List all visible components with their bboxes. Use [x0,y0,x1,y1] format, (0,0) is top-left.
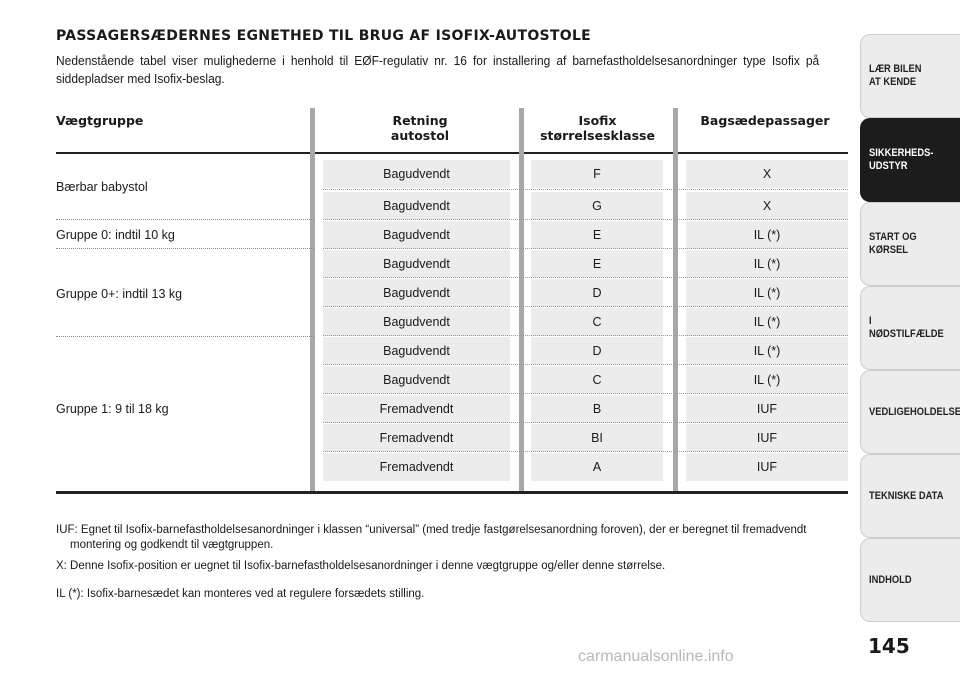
passenger-cell: IL (*) [686,337,848,365]
tab-start-og-korsel[interactable]: START OG KØRSEL [860,202,960,286]
tab-indhold[interactable]: INDHOLD [860,538,960,622]
size-cell: D [531,279,663,307]
group-divider [56,248,314,249]
row-divider [323,364,848,365]
header-direction-line1: Retning [392,113,448,128]
header-size-line2: størrelsesklasse [540,128,655,143]
group-divider [56,219,314,220]
size-cell: BI [531,424,663,452]
size-cell: A [531,453,663,481]
direction-cell: Bagudvendt [323,250,510,278]
header-size-line1: Isofix [578,113,617,128]
note-iuf-line1: IUF: Egnet til Isofix-barnefastholdelses… [56,524,807,536]
passenger-cell: IL (*) [686,250,848,278]
passenger-cell: X [686,160,848,188]
direction-cell: Bagudvendt [323,221,510,249]
size-cell: D [531,337,663,365]
header-direction-line2: autostol [390,128,450,143]
size-cell: C [531,366,663,394]
header-direction: Retning autostol [320,113,520,143]
direction-cell: Fremadvendt [323,395,510,423]
passenger-cell: IUF [686,453,848,481]
watermark: carmanualsonline.info [578,648,734,665]
table-top-rule [56,152,848,154]
row-divider [323,189,848,190]
tab-label: LÆR BILEN AT KENDE [869,63,922,88]
tab-label: START OG KØRSEL [869,231,917,256]
note-x: X: Denne Isofix-position er uegnet til I… [56,560,666,572]
page-title: PASSAGERSÆDERNES EGNETHED TIL BRUG AF IS… [56,28,592,44]
direction-cell: Fremadvendt [323,453,510,481]
size-cell: G [531,192,663,220]
column-separator [519,108,524,492]
column-separator [310,108,315,492]
header-weight-group: Vægtgruppe [56,113,143,128]
passenger-cell: IL (*) [686,308,848,336]
direction-cell: Bagudvendt [323,192,510,220]
intro-paragraph: Nedenstående tabel viser mulighederne i … [56,54,820,86]
table-bottom-rule [56,491,848,494]
group-label: Gruppe 0: indtil 10 kg [56,228,175,242]
note-iuf: IUF: Egnet til Isofix-barnefastholdelses… [56,523,851,553]
tab-tekniske-data[interactable]: TEKNISKE DATA [860,454,960,538]
row-divider [323,422,848,423]
passenger-cell: X [686,192,848,220]
header-weight-label: Vægtgruppe [56,113,144,128]
tab-label: TEKNISKE DATA [869,489,944,502]
tab-label: I NØDSTILFÆLDE [869,315,944,340]
tab-label: VEDLIGEHOLDELSE [869,405,960,418]
row-divider [323,306,848,307]
group-label: Gruppe 0+: indtil 13 kg [56,287,183,301]
size-cell: B [531,395,663,423]
group-divider [56,336,314,337]
tab-label: INDHOLD [869,573,912,586]
row-divider [323,451,848,452]
group-label: Gruppe 1: 9 til 18 kg [56,402,169,416]
size-cell: C [531,308,663,336]
row-divider [323,219,848,220]
size-cell: E [531,250,663,278]
direction-cell: Bagudvendt [323,308,510,336]
page-number: 145 [868,634,910,658]
size-cell: F [531,160,663,188]
tab-vedligeholdelse[interactable]: VEDLIGEHOLDELSE [860,370,960,454]
row-divider [323,248,848,249]
passenger-cell: IL (*) [686,366,848,394]
direction-cell: Bagudvendt [323,160,510,188]
direction-cell: Bagudvendt [323,279,510,307]
direction-cell: Bagudvendt [323,337,510,365]
header-rear-passenger: Bagsædepassager [680,113,850,128]
header-size-class: Isofix størrelsesklasse [530,113,665,143]
tab-i-nodstilfaelde[interactable]: I NØDSTILFÆLDE [860,286,960,370]
direction-cell: Fremadvendt [323,424,510,452]
size-cell: E [531,221,663,249]
note-iuf-line2: montering og godkendt til vægtgruppen. [70,539,274,551]
passenger-cell: IUF [686,395,848,423]
note-il: IL (*): Isofix-barnesædet kan monteres v… [56,588,425,600]
direction-cell: Bagudvendt [323,366,510,394]
header-passenger-label: Bagsædepassager [700,113,830,128]
passenger-cell: IL (*) [686,279,848,307]
tab-sikkerhedsudstyr[interactable]: SIKKERHEDS- UDSTYR [860,118,960,202]
column-separator [673,108,678,492]
row-divider [323,335,848,336]
passenger-cell: IL (*) [686,221,848,249]
tab-laer-bilen[interactable]: LÆR BILEN AT KENDE [860,34,960,118]
passenger-cell: IUF [686,424,848,452]
group-label: Bærbar babystol [56,180,148,194]
tab-label: SIKKERHEDS- UDSTYR [869,147,934,172]
row-divider [323,393,848,394]
row-divider [323,277,848,278]
